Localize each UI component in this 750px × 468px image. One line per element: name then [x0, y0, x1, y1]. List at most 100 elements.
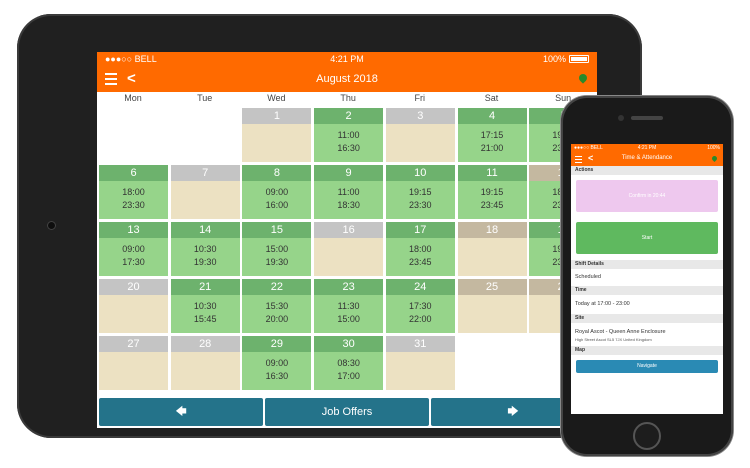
day-number: 2 — [314, 108, 384, 124]
day-body — [170, 352, 240, 390]
calendar-grid: 1211:0016:303417:1521:00519:0023:45618:0… — [97, 108, 597, 390]
day-body — [314, 238, 384, 276]
day-number: 8 — [242, 165, 312, 181]
phone-screen: ●●●○○ BELL 4:21 PM 100% < Time & Attenda… — [571, 144, 723, 414]
calendar-day-cell[interactable]: 8 09:00 16:00 — [242, 165, 312, 219]
previous-month-button[interactable]: 🡄 — [99, 398, 263, 426]
shift-end-time: 16:00 — [265, 200, 289, 210]
day-body — [99, 295, 168, 333]
navigate-button[interactable]: Navigate — [576, 360, 718, 373]
calendar-day-cell[interactable]: 30 08:30 17:00 — [314, 336, 384, 390]
day-body: 15:00 19:30 — [242, 238, 312, 276]
phone-battery-label: 100% — [707, 145, 720, 151]
calendar-day-cell[interactable]: 2 11:00 16:30 — [314, 108, 384, 162]
status-time: 4:21 PM — [330, 54, 364, 64]
calendar-day-cell[interactable]: 29 09:00 16:30 — [242, 336, 312, 390]
shift-end-time: 17:00 — [337, 371, 360, 381]
menu-icon[interactable] — [105, 73, 117, 85]
weekday-label: Sat — [484, 93, 499, 103]
back-arrow-icon[interactable]: < — [127, 70, 136, 87]
day-number: 22 — [242, 279, 312, 295]
calendar-day-cell[interactable]: 25 — [457, 279, 527, 333]
site-section-header: Site — [571, 314, 723, 323]
day-number: 27 — [99, 336, 168, 352]
day-body: 19:15 23:30 — [385, 181, 455, 219]
shift-start-time: 10:30 — [193, 301, 217, 311]
day-number: 28 — [170, 336, 240, 352]
shift-end-time: 16:30 — [337, 143, 360, 153]
calendar-day-cell[interactable]: 7 — [170, 165, 240, 219]
calendar-day-cell[interactable]: 27 — [99, 336, 168, 390]
day-body: 10:30 19:30 — [170, 238, 240, 276]
day-body: 09:00 17:30 — [99, 238, 168, 276]
calendar-day-cell[interactable]: 14 10:30 19:30 — [170, 222, 240, 276]
calendar-day-cell[interactable]: 31 — [385, 336, 455, 390]
shift-start-time: 09:00 — [265, 187, 289, 197]
calendar-day-cell[interactable]: 3 — [385, 108, 455, 162]
day-number: 1 — [242, 108, 312, 124]
day-number: 15 — [242, 222, 312, 238]
day-body: 08:30 17:00 — [314, 352, 384, 390]
day-body: 18:00 23:45 — [385, 238, 455, 276]
phone-page-title: Time & Attendance — [621, 155, 673, 161]
month-title: August 2018 — [316, 73, 378, 85]
day-body — [385, 124, 455, 162]
shift-end-time: 20:00 — [265, 314, 289, 324]
calendar-day-cell[interactable]: 15 15:00 19:30 — [242, 222, 312, 276]
calendar-day-cell[interactable]: 6 18:00 23:30 — [99, 165, 168, 219]
day-number: 17 — [385, 222, 455, 238]
day-body: 11:30 15:00 — [314, 295, 384, 333]
calendar-day-cell[interactable]: 23 11:30 15:00 — [314, 279, 384, 333]
calendar-day-cell[interactable]: 11 19:15 23:45 — [457, 165, 527, 219]
day-number: 4 — [457, 108, 527, 124]
calendar-day-cell[interactable]: 20 — [99, 279, 168, 333]
calendar-day-cell[interactable]: 4 17:15 21:00 — [457, 108, 527, 162]
day-number: 6 — [99, 165, 168, 181]
tablet-footer: 🡄 Job Offers 🡆 — [97, 398, 597, 426]
day-number: 20 — [99, 279, 168, 295]
day-number: 9 — [314, 165, 384, 181]
weekday-label: Sun — [555, 93, 572, 103]
start-button[interactable]: Start — [576, 222, 718, 254]
day-body: 18:00 23:30 — [99, 181, 168, 219]
calendar-day-cell[interactable]: 10 19:15 23:30 — [385, 165, 455, 219]
job-offers-button[interactable]: Job Offers — [265, 398, 429, 426]
shift-end-time: 15:00 — [337, 314, 360, 324]
calendar-day-cell[interactable]: 21 10:30 15:45 — [170, 279, 240, 333]
shift-end-time: 23:30 — [409, 200, 432, 210]
phone-device: ●●●○○ BELL 4:21 PM 100% < Time & Attenda… — [561, 96, 733, 456]
shift-end-time: 23:45 — [480, 200, 504, 210]
battery-label: 100% — [542, 54, 566, 64]
calendar-day-cell[interactable]: 24 17:30 22:00 — [385, 279, 455, 333]
shift-end-time: 15:45 — [193, 314, 217, 324]
phone-menu-icon[interactable] — [575, 156, 582, 165]
phone-back-arrow-icon[interactable]: < — [588, 153, 594, 163]
phone-body: Actions Confirm in 20:44 Start Shift Det… — [571, 166, 723, 414]
phone-header: < Time & Attendance — [571, 152, 723, 166]
calendar-day-cell[interactable]: 16 — [314, 222, 384, 276]
calendar-day-cell[interactable]: 18 — [457, 222, 527, 276]
shift-start-time: 19:15 — [480, 187, 504, 197]
confirm-button[interactable]: Confirm in 20:44 — [576, 180, 718, 212]
shift-end-time: 23:45 — [409, 257, 432, 267]
day-body: 10:30 15:45 — [170, 295, 240, 333]
day-body: 09:00 16:30 — [242, 352, 312, 390]
day-body — [457, 238, 527, 276]
phone-status-time: 4:21 PM — [637, 145, 657, 151]
calendar-day-cell[interactable]: 22 15:30 20:00 — [242, 279, 312, 333]
carrier-label: ●●●○○ BELL — [105, 54, 157, 64]
calendar-day-cell[interactable]: 1 — [242, 108, 312, 162]
calendar-day-cell[interactable]: 28 — [170, 336, 240, 390]
calendar-day-cell[interactable]: 9 11:00 18:30 — [314, 165, 384, 219]
day-body: 11:00 16:30 — [314, 124, 384, 162]
shift-end-time: 23:30 — [122, 200, 145, 210]
battery-icon — [569, 55, 589, 63]
weekday-label: Thu — [340, 93, 356, 103]
weekday-header-row: Mon Tue Wed Thu Fri Sat Sun — [97, 92, 597, 106]
calendar-day-cell[interactable]: 13 09:00 17:30 — [99, 222, 168, 276]
home-button[interactable] — [633, 422, 661, 450]
phone-status-bar: ●●●○○ BELL 4:21 PM 100% — [571, 144, 723, 152]
calendar-day-cell[interactable]: 17 18:00 23:45 — [385, 222, 455, 276]
day-number: 29 — [242, 336, 312, 352]
